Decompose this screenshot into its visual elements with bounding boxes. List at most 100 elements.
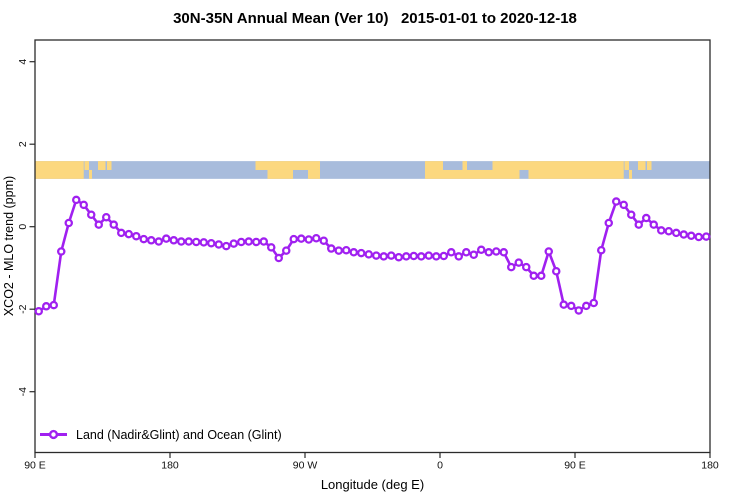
data-point-marker: [191, 237, 201, 247]
data-point-marker: [364, 250, 373, 259]
data-point-marker: [702, 232, 711, 241]
data-point-marker: [296, 234, 306, 243]
data-point-marker: [612, 197, 621, 206]
data-point-marker: [206, 238, 216, 248]
data-point-marker: [221, 241, 231, 251]
land-segment: [89, 169, 92, 179]
y-tick-label: -2: [17, 304, 29, 313]
data-point-marker: [319, 236, 328, 245]
land-segment: [528, 161, 624, 179]
legend-label: Land (Nadir&Glint) and Ocean (Glint): [76, 428, 282, 442]
y-axis-label: XCO2 - MLO trend (ppm): [2, 176, 16, 316]
data-point-marker: [559, 300, 569, 309]
x-tick-label: 90 W: [293, 460, 318, 472]
data-point-marker: [334, 246, 343, 255]
land-segment: [519, 161, 529, 170]
x-tick-label: 90 E: [564, 460, 586, 472]
land-segment: [98, 161, 106, 170]
data-point-marker: [117, 228, 126, 238]
data-point-marker: [394, 252, 403, 262]
data-point-marker: [544, 247, 554, 256]
data-point-marker: [356, 248, 366, 258]
data-point-marker: [499, 248, 508, 257]
data-point-marker: [229, 239, 238, 248]
data-point-marker: [64, 218, 74, 228]
legend: Land (Nadir&Glint) and Ocean (Glint): [40, 428, 282, 442]
data-point-marker: [552, 266, 561, 276]
data-point-marker: [154, 237, 163, 246]
land-segment: [255, 161, 262, 170]
chart-title: 30N-35N Annual Mean (Ver 10) 2015-01-01 …: [173, 10, 577, 27]
data-point-marker: [49, 300, 59, 310]
data-point-marker: [72, 195, 81, 205]
x-axis-label: Longitude (deg E): [321, 477, 424, 492]
land-segment: [462, 161, 467, 179]
data-point-marker: [259, 237, 268, 246]
data-point-marker: [379, 252, 388, 261]
y-axis: -4 -2 0 2 4: [17, 59, 35, 396]
land-segment: [107, 161, 112, 170]
data-point-marker: [79, 200, 89, 210]
data-point-marker: [627, 210, 636, 219]
land-segment: [267, 169, 293, 179]
data-point-marker: [124, 229, 134, 239]
y-tick-label: 0: [17, 224, 29, 230]
data-point-marker: [274, 253, 283, 263]
data-point-marker: [341, 245, 351, 255]
data-point-marker: [214, 240, 223, 249]
data-point-marker: [657, 226, 666, 235]
data-point-marker: [304, 235, 313, 244]
data-point-marker: [236, 237, 246, 247]
data-point-marker: [416, 252, 426, 261]
data-point-marker: [476, 245, 486, 255]
data-point-marker: [694, 232, 704, 242]
data-series-markers: [34, 195, 711, 316]
data-point-marker: [514, 258, 524, 267]
data-point-marker: [589, 298, 599, 308]
data-point-marker: [409, 251, 418, 261]
data-point-marker: [461, 248, 471, 257]
land-segment: [467, 169, 493, 179]
y-tick-label: -4: [17, 387, 29, 396]
data-point-marker: [281, 246, 291, 255]
x-tick-label: 180: [701, 460, 719, 472]
land-segment: [308, 169, 320, 179]
data-point-marker: [649, 220, 659, 229]
x-tick-label: 180: [161, 460, 179, 472]
data-point-marker: [102, 212, 111, 222]
x-tick-label: 0: [437, 460, 443, 472]
legend-marker-symbol: [48, 429, 59, 440]
data-point-marker: [176, 237, 186, 246]
data-point-marker: [574, 306, 584, 315]
x-axis: 90 E 180 90 W 0 90 E 180: [24, 452, 719, 472]
data-point-marker: [326, 244, 336, 253]
map-band: [35, 161, 710, 179]
data-point-marker: [42, 302, 51, 311]
data-point-marker: [522, 262, 531, 272]
land-segment: [492, 161, 520, 179]
data-point-marker: [604, 218, 614, 228]
land-segment: [84, 161, 89, 170]
data-point-marker: [491, 247, 501, 256]
data-point-marker: [567, 301, 576, 311]
data-point-marker: [446, 248, 456, 257]
data-point-marker: [529, 271, 539, 281]
data-point-marker: [642, 213, 651, 223]
land-segment: [425, 161, 443, 179]
data-point-marker: [349, 248, 358, 257]
data-point-marker: [506, 262, 516, 272]
data-point-marker: [251, 237, 261, 247]
data-point-marker: [439, 251, 448, 261]
data-point-marker: [634, 220, 644, 229]
data-point-marker: [184, 237, 193, 246]
data-point-marker: [469, 250, 478, 259]
data-point-marker: [619, 200, 629, 210]
data-point-marker: [687, 231, 696, 241]
data-point-marker: [57, 247, 66, 256]
land-segment: [624, 161, 629, 170]
data-point-marker: [664, 226, 674, 236]
data-point-marker: [597, 245, 606, 255]
land-segment: [647, 161, 652, 170]
land-segment: [443, 169, 463, 179]
